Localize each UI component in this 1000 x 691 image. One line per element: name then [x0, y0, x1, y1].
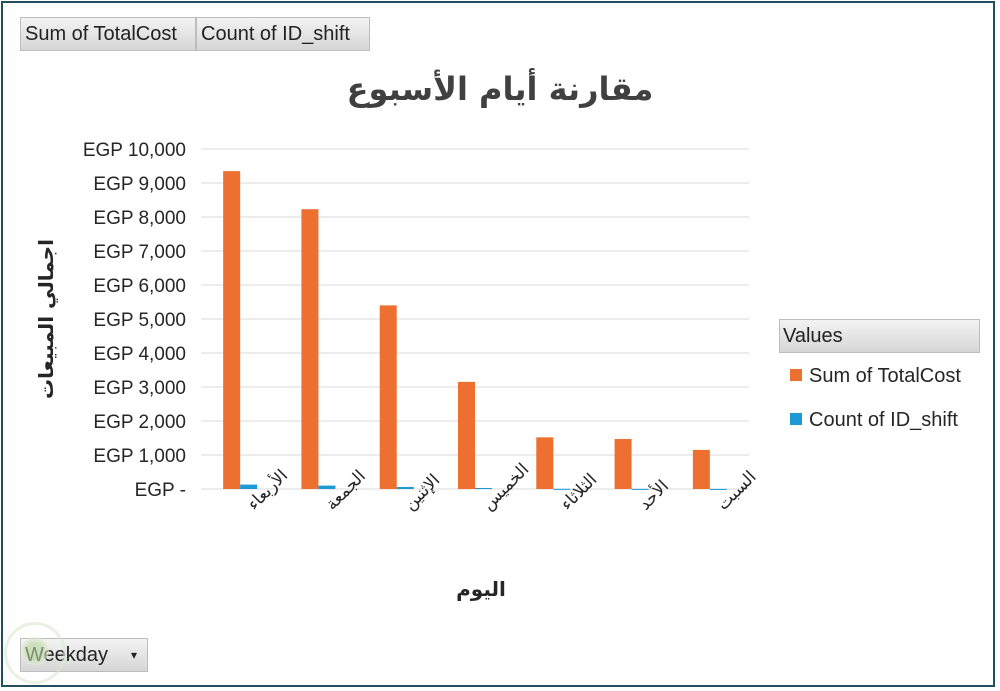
x-tick-label: السبت — [713, 467, 760, 514]
bar-sum-totalcost — [379, 305, 397, 489]
y-tick-label: EGP 10,000 — [83, 140, 186, 161]
bar-sum-totalcost — [301, 209, 319, 489]
legend-swatch-sum — [790, 369, 802, 381]
bar-count-idshift — [631, 488, 649, 490]
y-tick-label: EGP 6,000 — [93, 276, 186, 297]
bar-count-idshift — [709, 488, 727, 490]
legend-item-sum: Sum of TotalCost — [790, 365, 961, 388]
bar-sum-totalcost — [536, 437, 554, 489]
bar-count-idshift — [240, 484, 258, 489]
sum-totalcost-field-button[interactable]: Sum of TotalCost — [20, 17, 196, 51]
chart-title: مقارنة أيام الأسبوع — [346, 70, 654, 108]
y-tick-label: EGP 5,000 — [93, 310, 186, 331]
x-tick-label: الأحد — [634, 476, 673, 515]
y-tick-label: EGP 3,000 — [93, 378, 186, 399]
y-tick-label: EGP - — [135, 480, 186, 501]
y-axis-title: اجمالي المبيعات — [34, 239, 59, 399]
bar-count-idshift — [318, 485, 336, 489]
legend-label-sum: Sum of TotalCost — [809, 365, 961, 387]
legend-header[interactable]: Values — [779, 319, 980, 353]
y-tick-label: EGP 1,000 — [93, 446, 186, 467]
count-idshift-field-button[interactable]: Count of ID_shift — [196, 17, 370, 51]
x-tick-label: الثلاثاء — [557, 470, 602, 515]
bars — [223, 171, 727, 490]
y-tick-label: EGP 7,000 — [93, 242, 186, 263]
bar-sum-totalcost — [458, 381, 475, 489]
x-tick-label: الإثنين — [400, 470, 444, 514]
bar-sum-totalcost — [692, 449, 710, 489]
dropdown-arrow-icon[interactable]: ▾ — [130, 648, 137, 662]
x-tick-label: الجمعة — [322, 466, 370, 514]
x-tick-label: الأربعاء — [243, 465, 292, 514]
bar-count-idshift — [553, 488, 571, 490]
y-tick-label: EGP 2,000 — [93, 412, 186, 433]
bar-sum-totalcost — [223, 171, 241, 489]
legend-label-count: Count of ID_shift — [809, 409, 958, 431]
x-axis-title: اليوم — [456, 577, 506, 601]
watermark-logo-icon — [4, 622, 66, 684]
y-tick-label: EGP 8,000 — [93, 208, 186, 229]
bar-sum-totalcost — [614, 439, 632, 489]
y-tick-label: EGP 9,000 — [93, 174, 186, 195]
legend-item-count: Count of ID_shift — [790, 409, 958, 432]
x-tick-label: الخميس — [478, 460, 533, 515]
y-tick-label: EGP 4,000 — [93, 344, 186, 365]
bar-count-idshift — [396, 486, 414, 489]
legend-swatch-count — [790, 413, 802, 425]
y-axis-ticks: EGP - EGP 1,000 EGP 2,000 EGP 3,000 EGP 4,00… — [83, 140, 186, 501]
bar-count-idshift — [475, 487, 492, 489]
